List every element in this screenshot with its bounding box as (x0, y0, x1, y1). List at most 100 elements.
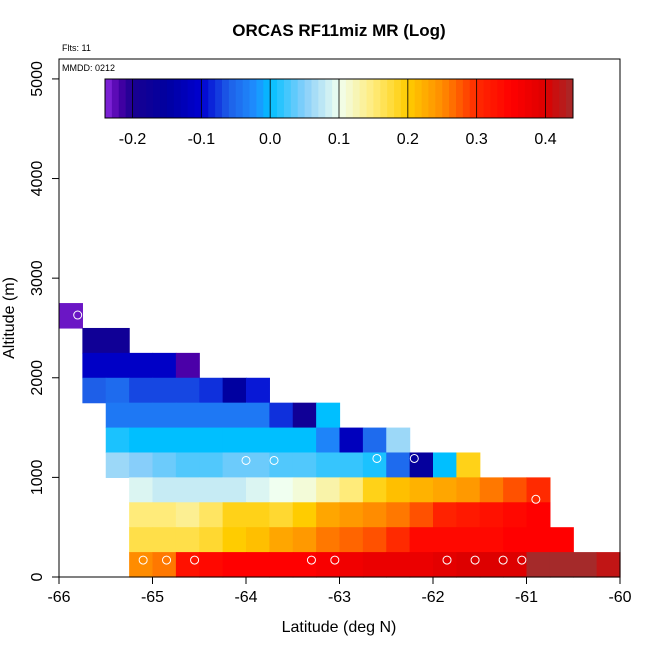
heatmap-cell (503, 502, 528, 528)
heatmap-cell (246, 427, 270, 454)
heatmap-cell (199, 502, 224, 528)
heatmap-cell (362, 527, 387, 553)
heatmap-cell (549, 527, 574, 553)
heatmap-cell (246, 527, 270, 553)
heatmap-cell (339, 427, 364, 454)
heatmap-cell (362, 452, 387, 478)
flight-marker (330, 555, 340, 565)
colorbar-swatch (215, 79, 223, 118)
heatmap-cell (269, 452, 294, 478)
heatmap-cell (82, 377, 107, 404)
heatmap-cell (129, 427, 154, 454)
colorbar-swatch (208, 79, 216, 118)
heatmap-cell (246, 502, 270, 528)
heatmap-cell (269, 502, 294, 528)
heatmap-cell (409, 552, 434, 578)
colorbar-swatch (153, 79, 161, 118)
colorbar-tick-label: -0.1 (188, 131, 216, 148)
heatmap-cell (152, 502, 177, 528)
colorbar-swatch (456, 79, 464, 118)
heatmap-cell (479, 502, 504, 528)
x-tick-label: -63 (328, 589, 351, 606)
colorbar-tick-label: 0.3 (466, 131, 488, 148)
heatmap-cell (82, 352, 107, 379)
colorbar-swatch (201, 79, 209, 118)
flight-marker (470, 555, 480, 565)
colorbar-swatch (531, 79, 540, 118)
colorbar-swatch (194, 79, 202, 118)
colorbar-swatch (222, 79, 230, 118)
colorbar-swatch (373, 79, 381, 118)
heatmap-cell (269, 552, 294, 578)
flight-marker (241, 455, 251, 465)
colorbar-swatch (318, 79, 326, 118)
colorbar-swatch (387, 79, 395, 118)
y-tick-label: 5000 (29, 61, 46, 97)
heatmap-cell (386, 477, 411, 503)
heatmap-cell (269, 527, 294, 553)
heatmap-cell (222, 427, 247, 454)
heatmap-cell (316, 452, 341, 478)
colorbar-swatch (283, 79, 292, 118)
heatmap-cell (82, 327, 107, 354)
heatmap-cell (129, 402, 154, 429)
heatmap-cell (316, 552, 341, 578)
heatmap-cell (526, 502, 551, 528)
heatmap-cell (269, 402, 294, 429)
heatmap-cell (386, 427, 411, 454)
colorbar-swatch (511, 79, 519, 118)
y-tick-label: 3000 (29, 260, 46, 296)
heatmap-cell (409, 527, 434, 553)
heatmap-cell (152, 527, 177, 553)
heatmap-cell (386, 502, 411, 528)
heatmap-cell (246, 552, 270, 578)
x-tick-label: -62 (421, 589, 444, 606)
heatmap-cell (222, 552, 247, 578)
colorbar-swatch (524, 79, 533, 118)
colorbar-swatch (146, 79, 154, 118)
heatmap-cell (503, 527, 528, 553)
colorbar-tick-label: -0.2 (119, 131, 147, 148)
date-annotation: MMDD: 0212 (62, 63, 115, 73)
colorbar-swatch (504, 79, 512, 118)
heatmap-cell (433, 477, 457, 503)
colorbar-swatch (118, 79, 127, 118)
flight-marker (498, 555, 508, 565)
heatmap-cell (292, 552, 317, 578)
chart-title: ORCAS RF11miz MR (Log) (232, 21, 445, 40)
heatmap-cell (456, 477, 481, 503)
heatmap-cell (129, 477, 154, 503)
colorbar-swatch (545, 79, 553, 118)
colorbar-swatch (469, 79, 478, 118)
x-tick-label: -64 (234, 589, 257, 606)
heatmap-cell (199, 477, 224, 503)
heatmap-cell (152, 452, 177, 478)
x-tick-label: -65 (141, 589, 164, 606)
heatmap-cell (386, 552, 411, 578)
colorbar-swatch (435, 79, 443, 118)
heatmap-cell (573, 552, 598, 578)
colorbar-swatch (235, 79, 244, 118)
heatmap-cell (105, 352, 130, 379)
flight-marker (306, 555, 316, 565)
colorbar-swatch (311, 79, 319, 118)
colorbar-swatch (538, 79, 546, 118)
flight-marker (531, 494, 541, 504)
x-axis: -66 -65 -64 -63 -62 -61 -60 (47, 577, 632, 606)
heatmap-cell (292, 427, 317, 454)
heatmap-cell (292, 452, 317, 478)
flight-marker (372, 453, 382, 463)
heatmap-cell (479, 477, 504, 503)
heatmap-cell (199, 527, 224, 553)
heatmap-cell (175, 477, 200, 503)
heatmap-cells (59, 303, 621, 578)
heatmap-cell (129, 352, 154, 379)
heatmap-cell (105, 327, 130, 354)
colorbar-swatch (173, 79, 182, 118)
heatmap-cell (175, 552, 200, 578)
colorbar-swatch (559, 79, 567, 118)
colorbar-swatch (462, 79, 471, 118)
colorbar-swatch (256, 79, 264, 118)
colorbar-swatch (270, 79, 278, 118)
